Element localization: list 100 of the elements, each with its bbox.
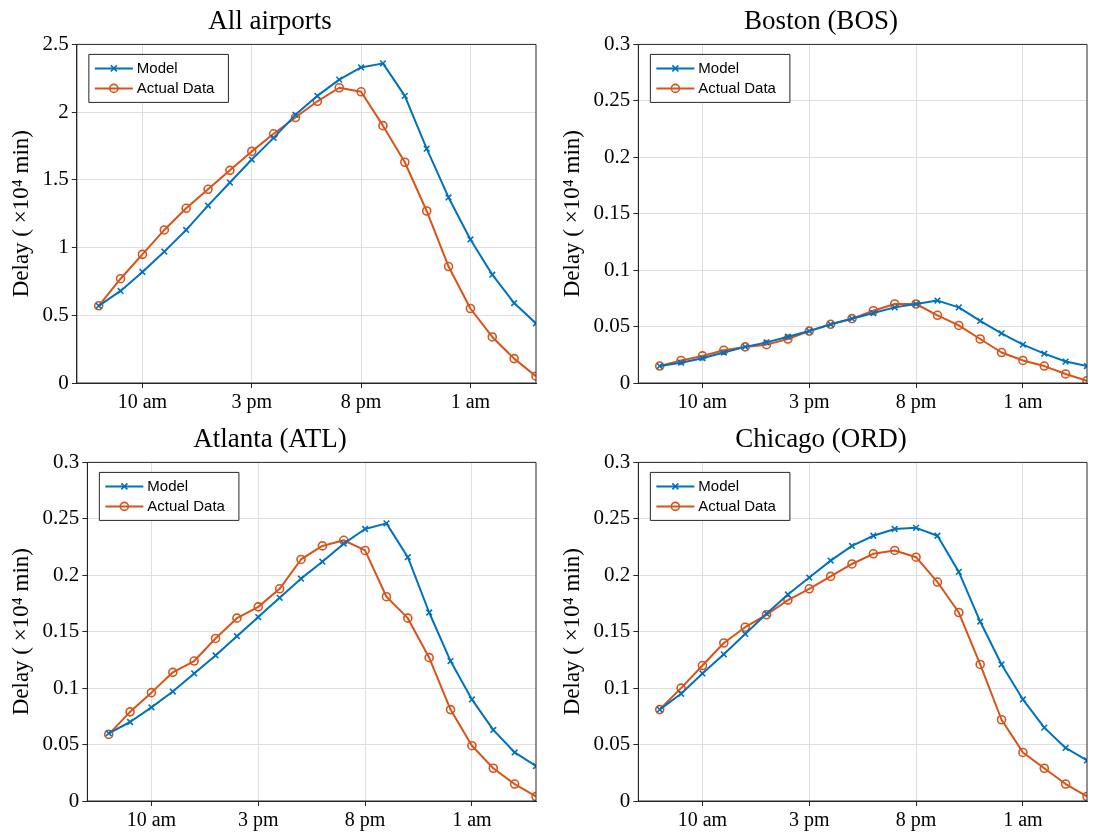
point xyxy=(891,303,899,312)
point xyxy=(381,591,392,602)
point xyxy=(211,651,220,660)
point xyxy=(317,541,328,551)
point xyxy=(360,545,370,556)
point xyxy=(488,763,499,774)
point xyxy=(676,355,686,366)
point xyxy=(424,652,434,663)
point xyxy=(1062,357,1070,366)
point xyxy=(697,660,708,671)
y-axis-title: Delay ( ×10⁴ min) xyxy=(558,548,584,716)
point xyxy=(382,519,391,527)
point xyxy=(268,128,279,139)
point xyxy=(954,607,964,618)
y-tick-label: 0.05 xyxy=(593,731,631,756)
point xyxy=(159,225,170,235)
point xyxy=(318,558,326,566)
point xyxy=(182,226,190,234)
y-tick-label: 0.05 xyxy=(42,731,80,756)
point xyxy=(509,779,520,789)
point xyxy=(1060,779,1071,789)
point xyxy=(1039,763,1050,774)
chart-title: Boston (BOS) xyxy=(744,5,898,36)
y-tick-label: 0.25 xyxy=(593,505,631,530)
point xyxy=(848,542,856,550)
point xyxy=(225,165,235,176)
x-tick-label: 10 am xyxy=(677,390,728,413)
point xyxy=(338,535,349,546)
point xyxy=(168,667,178,678)
point xyxy=(210,633,221,644)
legend-label: Model xyxy=(698,476,740,494)
y-tick-label: 0.2 xyxy=(604,561,631,586)
point xyxy=(783,595,793,605)
point xyxy=(312,96,323,107)
y-tick-label: 0 xyxy=(58,369,69,394)
point xyxy=(115,273,126,284)
point xyxy=(954,320,964,331)
y-tick-label: 0.25 xyxy=(593,87,631,112)
point xyxy=(869,532,877,540)
point xyxy=(1040,724,1048,732)
point xyxy=(1060,369,1071,379)
point xyxy=(889,545,900,556)
point xyxy=(290,112,301,123)
point xyxy=(911,552,921,563)
point xyxy=(976,317,984,325)
legend-label: Actual Data xyxy=(698,496,777,514)
point xyxy=(401,92,409,100)
point xyxy=(146,687,157,698)
point xyxy=(511,748,519,757)
point xyxy=(1018,747,1028,758)
x-tick-label: 10 am xyxy=(117,390,168,413)
y-tick-label: 0.1 xyxy=(604,674,631,699)
y-tick-label: 1.5 xyxy=(42,166,69,191)
point xyxy=(676,683,686,693)
x-tick-label: 8 pm xyxy=(344,808,386,832)
y-tick-label: 0 xyxy=(68,787,80,812)
point xyxy=(404,553,412,561)
point xyxy=(996,347,1007,358)
point xyxy=(912,524,920,532)
chart-title: Atlanta (ATL) xyxy=(193,423,347,454)
point xyxy=(203,184,213,195)
point xyxy=(296,554,306,565)
point xyxy=(488,271,496,279)
point xyxy=(996,714,1007,725)
y-tick-label: 0.15 xyxy=(593,618,631,643)
point xyxy=(720,650,728,658)
y-tick-label: 0.25 xyxy=(42,505,80,530)
point xyxy=(868,305,879,316)
x-tick-label: 3 pm xyxy=(231,390,273,414)
point xyxy=(1018,355,1028,366)
point xyxy=(232,613,242,623)
point xyxy=(1039,361,1050,371)
point xyxy=(125,707,135,717)
point xyxy=(400,157,410,168)
legend-label: Model xyxy=(136,58,178,76)
y-tick-label: 0.1 xyxy=(604,256,631,281)
point xyxy=(719,638,729,648)
legend-label: Actual Data xyxy=(136,78,216,96)
point xyxy=(889,299,900,309)
point xyxy=(334,82,345,93)
x-tick-label: 3 pm xyxy=(788,390,830,414)
y-tick-label: 0.2 xyxy=(53,561,80,586)
y-tick-label: 0.05 xyxy=(593,313,631,338)
point xyxy=(467,740,477,751)
point xyxy=(510,299,518,307)
x-tick-label: 1 am xyxy=(1003,390,1044,413)
point xyxy=(160,248,168,256)
point xyxy=(444,193,453,202)
point xyxy=(975,659,985,670)
y-axis-title: Delay ( ×10⁴ min) xyxy=(7,130,33,298)
point xyxy=(421,206,432,216)
point xyxy=(933,296,942,305)
y-tick-label: 2 xyxy=(58,98,69,123)
point xyxy=(445,704,456,715)
point xyxy=(740,622,750,632)
chart-title: Chicago (ORD) xyxy=(735,423,907,454)
point xyxy=(465,303,476,314)
x-tick-label: 3 pm xyxy=(788,808,830,832)
legend-label: Model xyxy=(698,58,740,76)
point xyxy=(762,338,771,346)
